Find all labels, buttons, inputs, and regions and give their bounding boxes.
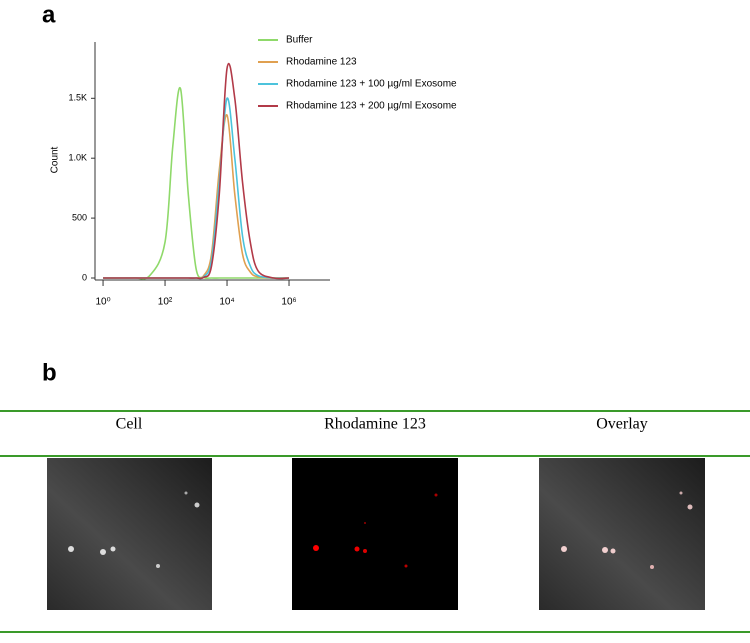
legend-label: Rhodamine 123 + 100 µg/ml Exosome — [286, 79, 457, 90]
micrograph — [47, 458, 212, 610]
cell — [404, 564, 408, 568]
image-bg — [47, 458, 212, 610]
cell — [434, 493, 438, 497]
x-tick-label: 10⁴ — [219, 297, 234, 308]
cell — [100, 549, 106, 555]
cell — [184, 491, 188, 495]
table-lines — [0, 410, 750, 633]
image-bg — [292, 458, 458, 610]
cell — [354, 546, 360, 552]
y-tick-label: 1.0K — [68, 153, 87, 163]
cell — [687, 504, 693, 510]
legend-label: Rhodamine 123 + 200 µg/ml Exosome — [286, 101, 457, 112]
x-tick-label: 10⁰ — [95, 297, 110, 308]
panel-label: b — [42, 359, 57, 386]
cell — [313, 545, 319, 551]
histogram-line — [103, 97, 290, 280]
cell — [156, 564, 160, 568]
histogram-line — [103, 86, 290, 280]
y-tick-label: 0 — [82, 272, 87, 282]
image-bg — [539, 458, 705, 610]
micrograph — [292, 458, 458, 610]
cell — [194, 502, 200, 508]
histogram-line — [103, 62, 290, 280]
y-axis-label: Count — [50, 146, 61, 173]
cell — [561, 546, 567, 552]
cell — [602, 547, 608, 553]
x-tick-label: 10⁶ — [281, 297, 296, 308]
legend-label: Rhodamine 123 — [286, 57, 357, 68]
cell — [363, 549, 367, 553]
x-tick-label: 10² — [158, 297, 173, 308]
cell — [650, 565, 654, 569]
cell — [679, 491, 683, 495]
y-tick-label: 1.5K — [68, 93, 87, 103]
cell — [610, 548, 616, 554]
cell — [110, 546, 116, 552]
histogram-line — [103, 114, 290, 279]
column-header: Rhodamine 123 — [324, 416, 426, 433]
cell — [68, 546, 74, 552]
column-header: Cell — [116, 416, 143, 433]
column-header: Overlay — [596, 416, 648, 433]
micrograph — [539, 458, 705, 610]
y-tick-label: 500 — [72, 212, 87, 222]
cell — [364, 522, 366, 524]
panel-label: a — [42, 1, 56, 28]
legend-label: Buffer — [286, 35, 313, 46]
